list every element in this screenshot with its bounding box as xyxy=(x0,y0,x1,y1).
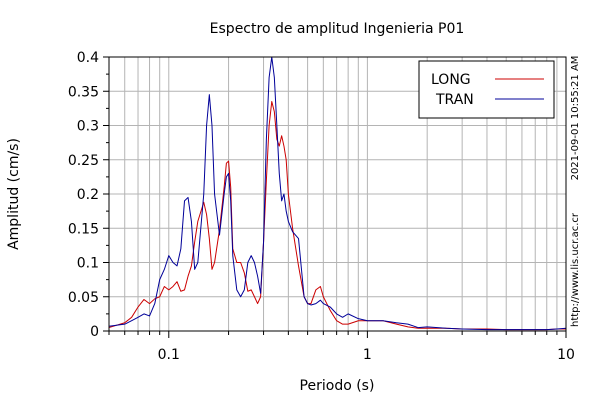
y-tick-label: 0.05 xyxy=(68,290,99,306)
y-tick-label: 0.15 xyxy=(68,221,99,237)
legend: LONG TRAN xyxy=(418,60,555,119)
x-tick-label: 10 xyxy=(557,347,575,363)
y-tick-label: 0.35 xyxy=(68,84,99,100)
x-axis-ticks: 0.1 1 10 xyxy=(108,331,575,363)
y-tick-label: 0.25 xyxy=(68,153,99,169)
y-tick-label: 0.1 xyxy=(77,256,99,272)
timestamp-label: 2021-09-01 10:55:21 AM xyxy=(570,56,581,181)
y-tick-label: 0.2 xyxy=(77,187,99,203)
y-axis-ticks: 0 0.05 0.1 0.15 0.2 0.25 0.3 0.35 0.4 xyxy=(68,50,109,340)
y-tick-label: 0.4 xyxy=(77,50,99,66)
series-line-long xyxy=(108,101,566,331)
y-tick-label: 0 xyxy=(90,324,99,340)
series-layer xyxy=(108,56,567,331)
y-axis-label: Amplitud (cm/s) xyxy=(6,138,22,250)
x-tick-label: 1 xyxy=(363,347,372,363)
source-url-label: http://www.lis.ucr.ac.cr xyxy=(570,212,581,327)
series-line-tran xyxy=(108,56,567,331)
y-tick-label: 0.3 xyxy=(77,119,99,135)
legend-label-tran: TRAN xyxy=(435,92,474,108)
chart-title: Espectro de amplitud Ingenieria P01 xyxy=(210,21,465,37)
legend-label-long: LONG xyxy=(431,72,471,88)
x-axis-label: Periodo (s) xyxy=(300,378,375,394)
grid-lines xyxy=(108,56,566,332)
x-tick-label: 0.1 xyxy=(158,347,180,363)
legend-box xyxy=(418,60,555,119)
